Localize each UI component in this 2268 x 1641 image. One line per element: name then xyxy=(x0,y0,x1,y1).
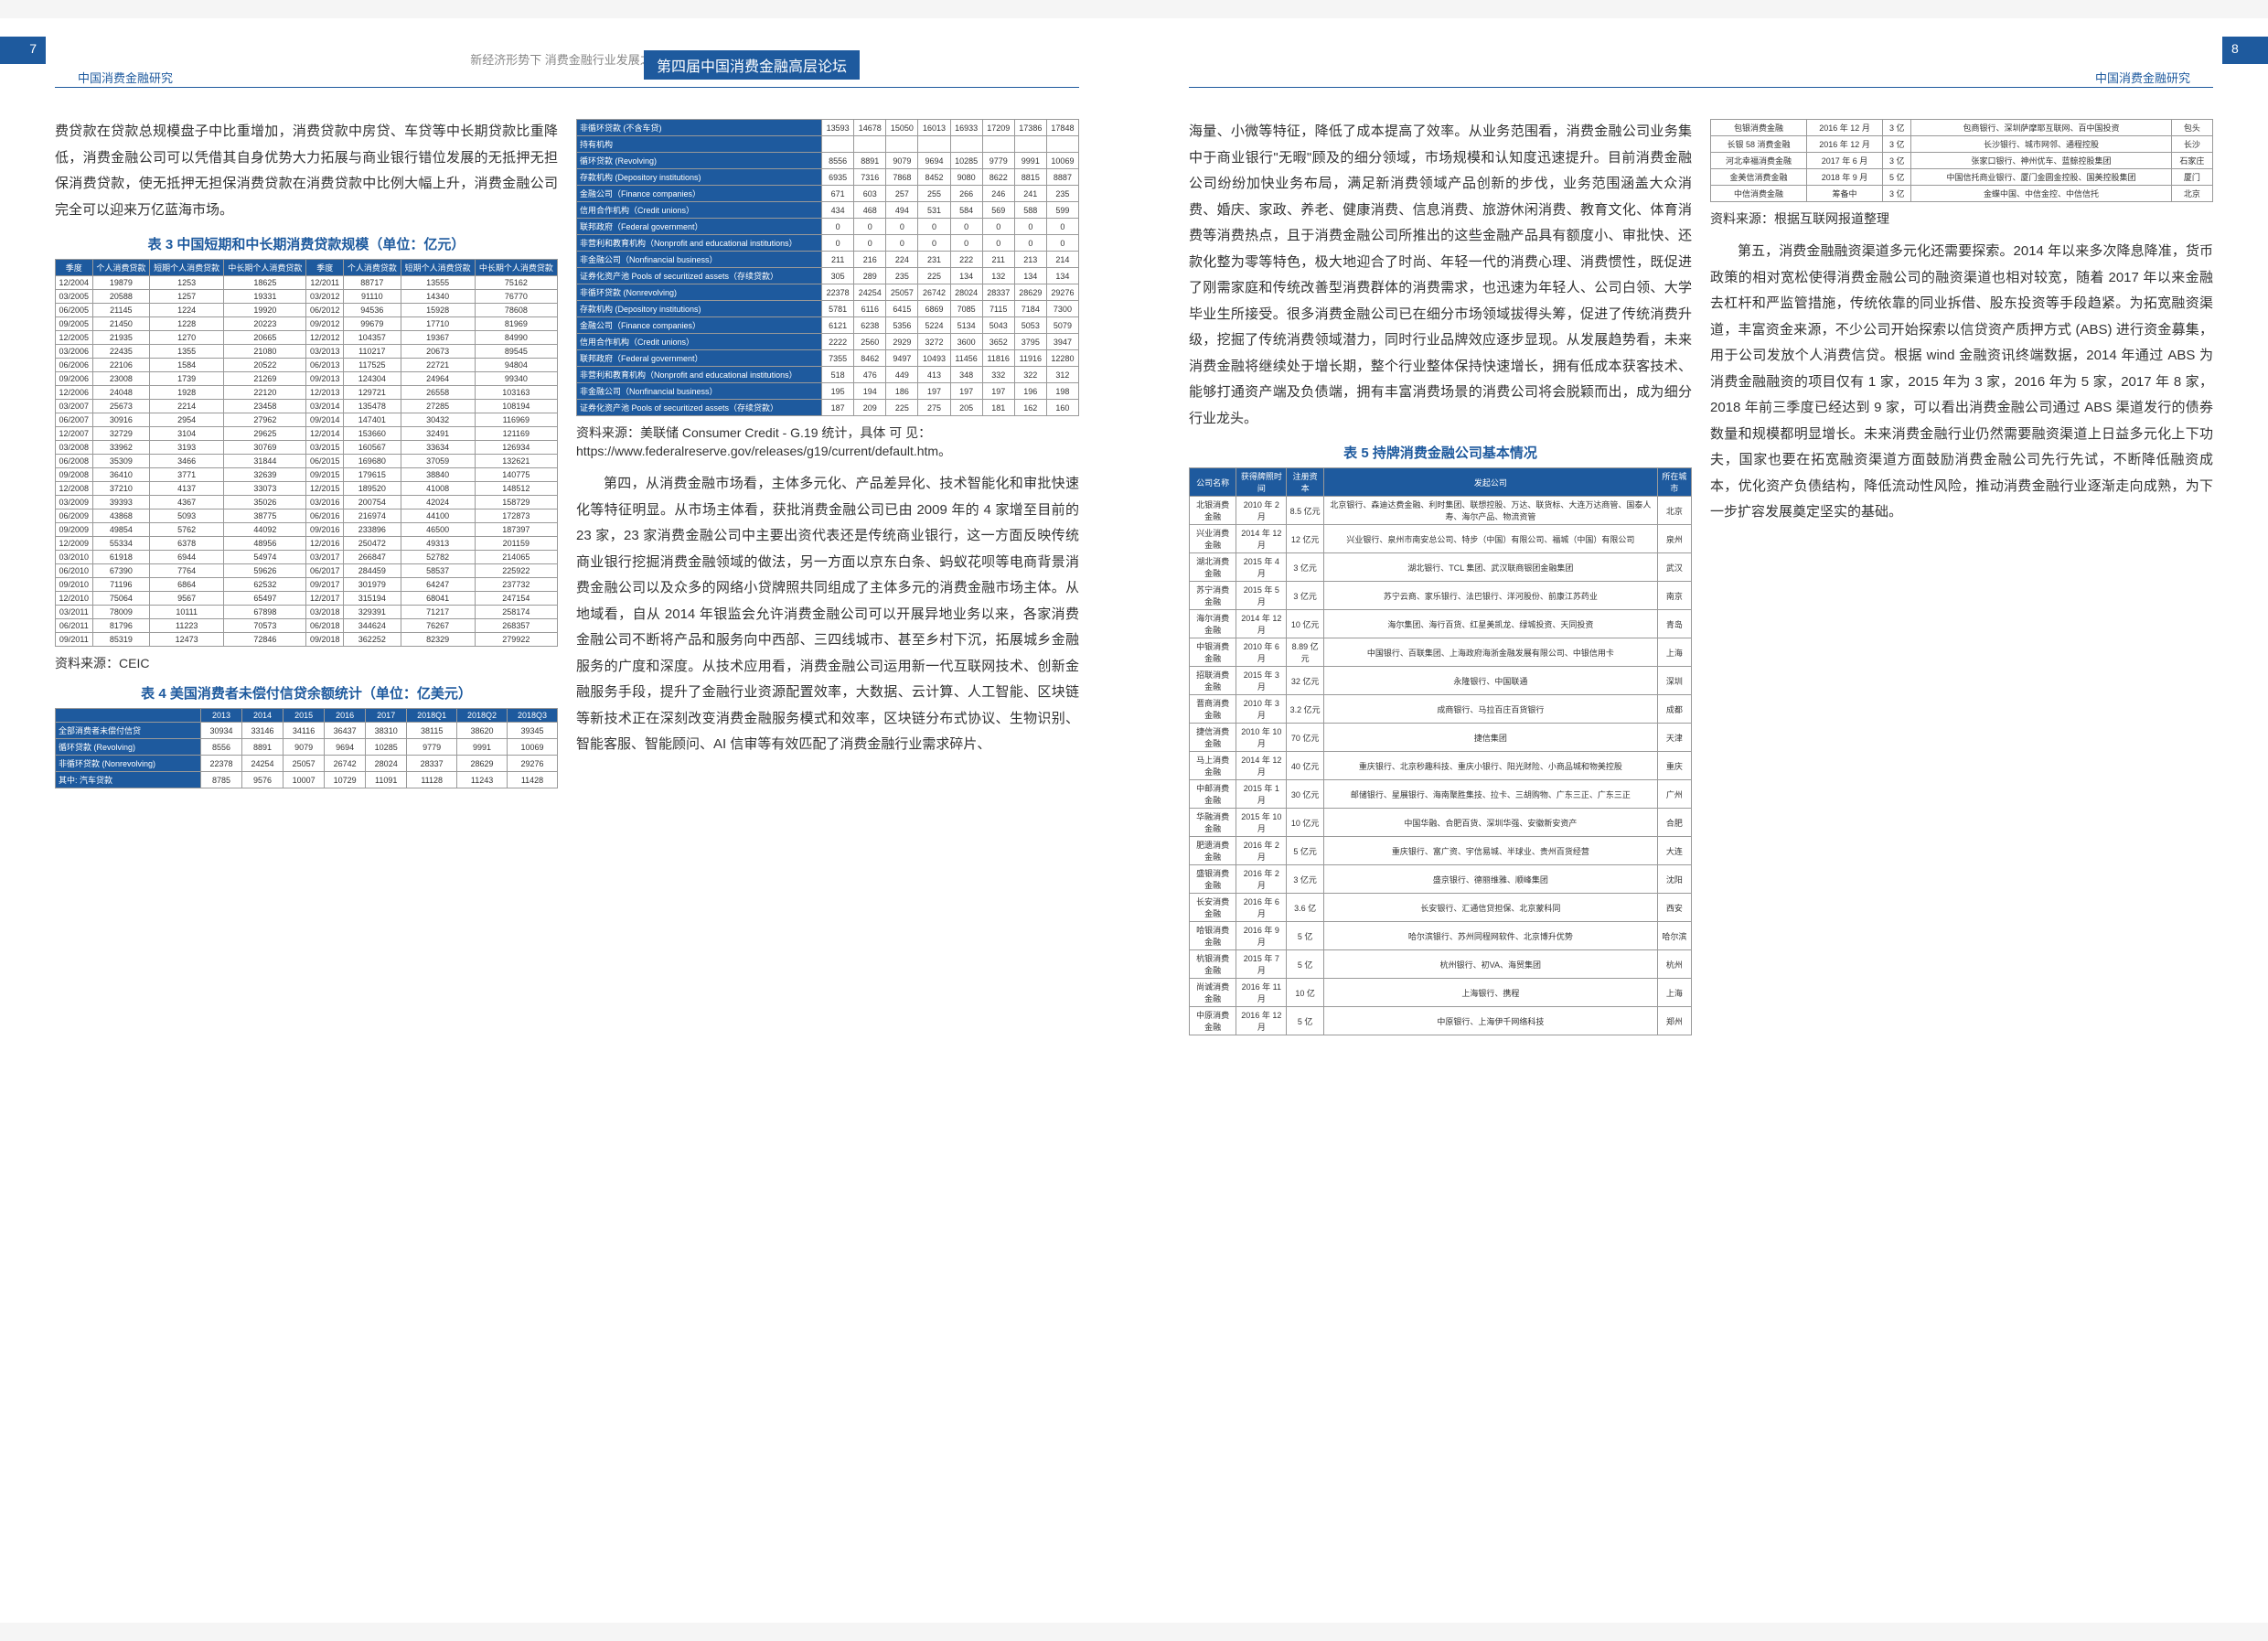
table3: 季度个人消费贷款短期个人消费贷款中长期个人消费贷款季度个人消费贷款短期个人消费贷… xyxy=(55,259,558,647)
right-page-left-col: 海量、小微等特征，降低了成本提高了效率。从业务范围看，消费金融公司业务集中于商业… xyxy=(1189,119,1692,1043)
page-left: 7 中国消费金融研究 新经济形势下 消费金融行业发展之路 第四届中国消费金融高层… xyxy=(0,18,1134,1623)
table4-source: 资料来源：美联储 Consumer Credit - G.19 统计，具体 可 … xyxy=(576,424,1079,460)
header-center-title: 新经济形势下 消费金融行业发展之路 xyxy=(470,50,664,68)
table3-source: 资料来源：CEIC xyxy=(55,654,558,672)
right-para1: 海量、小微等特征，降低了成本提高了效率。从业务范围看，消费金融公司业务集中于商业… xyxy=(1189,119,1692,432)
table5: 公司名称获得牌照时间注册资本发起公司所在城市北银消费金融2010 年 2 月8.… xyxy=(1189,467,1692,1035)
page-number-right: 8 xyxy=(2222,37,2268,64)
page-number-left: 7 xyxy=(0,37,46,64)
header-divider xyxy=(55,87,1079,88)
header-left-title: 中国消费金融研究 xyxy=(78,69,173,86)
para5: 第五，消费金融融资渠道多元化还需要探索。2014 年以来多次降息降准，货币政策的… xyxy=(1710,239,2213,526)
right-column: 非循环贷款 (不含车贷)1359314678150501601316933172… xyxy=(576,119,1079,796)
para-intro: 费贷款在贷款总规模盘子中比重增加，消费贷款中房贷、车贷等中长期贷款比重降低，消费… xyxy=(55,119,558,223)
header-forum-title: 第四届中国消费金融高层论坛 xyxy=(644,50,860,80)
header-right-title: 中国消费金融研究 xyxy=(2095,69,2190,86)
page-right: 8 中国消费金融研究 海量、小微等特征，降低了成本提高了效率。从业务范围看，消费… xyxy=(1134,18,2268,1623)
table3-title: 表 3 中国短期和中长期消费贷款规模（单位：亿元） xyxy=(55,234,558,253)
para4: 第四，从消费金融市场看，主体多元化、产品差异化、技术智能化和审批快速化等特征明显… xyxy=(576,471,1079,758)
left-column: 费贷款在贷款总规模盘子中比重增加，消费贷款中房贷、车贷等中长期贷款比重降低，消费… xyxy=(55,119,558,796)
right-page-right-col: 包银消费金融2016 年 12 月3 亿包商银行、深圳萨摩耶互联网、百中国投资包… xyxy=(1710,119,2213,1043)
table5-title: 表 5 持牌消费金融公司基本情况 xyxy=(1189,443,1692,462)
table4-title: 表 4 美国消费者未偿付信贷余额统计（单位：亿美元） xyxy=(55,683,558,703)
table-top-source: 资料来源：根据互联网报道整理 xyxy=(1710,209,2213,228)
table-top: 包银消费金融2016 年 12 月3 亿包商银行、深圳萨摩耶互联网、百中国投资包… xyxy=(1710,119,2213,202)
table4: 201320142015201620172018Q12018Q22018Q3全部… xyxy=(55,708,558,788)
header-divider-right xyxy=(1189,87,2213,88)
table4b: 非循环贷款 (不含车贷)1359314678150501601316933172… xyxy=(576,119,1079,416)
